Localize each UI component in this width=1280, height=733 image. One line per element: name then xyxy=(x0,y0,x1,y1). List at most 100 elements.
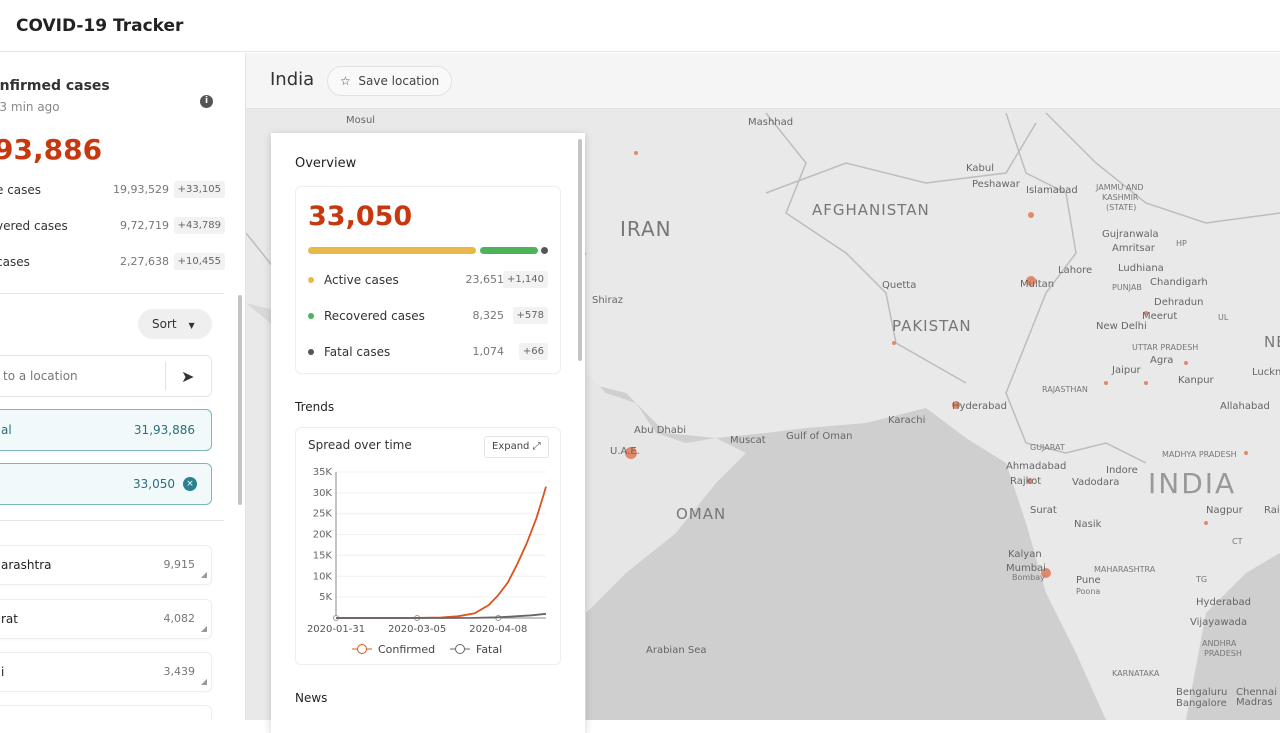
divider xyxy=(0,520,224,521)
case-dot[interactable] xyxy=(1027,478,1033,484)
map-label: OMAN xyxy=(676,505,727,523)
sort-button[interactable]: Sort ▼ xyxy=(138,309,212,339)
map-label: AFGHANISTAN xyxy=(812,201,930,219)
save-location-button[interactable]: ☆ Save location xyxy=(327,66,453,96)
location-value: 33,050 xyxy=(133,477,175,491)
list-item[interactable]: i 3,439 ◢ xyxy=(0,652,212,692)
case-dot[interactable] xyxy=(1144,381,1148,385)
map-label: Lahore xyxy=(1058,265,1093,276)
map-label: IRAN xyxy=(620,217,672,241)
row-label: Active cases xyxy=(324,273,399,287)
location-value: 31,93,886 xyxy=(133,423,195,437)
row-value: 19,93,529 xyxy=(113,183,169,196)
case-dot[interactable] xyxy=(1041,568,1051,578)
item-name: i xyxy=(1,665,5,679)
x-tick-label: 2020-01-31 xyxy=(307,624,365,635)
map-label: Bangalore xyxy=(1176,698,1227,709)
item-value: 4,082 xyxy=(163,612,196,625)
case-dot[interactable] xyxy=(1028,212,1034,218)
map-label: HP xyxy=(1176,239,1187,248)
map-label: INDIA xyxy=(1148,467,1237,500)
map-label: Quetta xyxy=(882,280,917,291)
summary-title: onfirmed cases xyxy=(0,78,110,94)
y-tick-label: 30K xyxy=(313,488,333,499)
map-label: MAHARASHTRA xyxy=(1094,565,1156,574)
scrollbar[interactable] xyxy=(578,139,582,361)
list-item[interactable] xyxy=(0,705,212,720)
map-label: (STATE) xyxy=(1106,203,1137,212)
map-label: Ahmadabad xyxy=(1006,461,1067,472)
active-dot xyxy=(308,277,314,283)
case-dot[interactable] xyxy=(892,341,896,345)
map-label: Peshawar xyxy=(972,179,1020,190)
case-dot[interactable] xyxy=(1244,451,1248,455)
map-label: UL xyxy=(1218,313,1229,322)
row-value: 1,074 xyxy=(472,345,505,358)
map-label: Nagpur xyxy=(1206,505,1243,516)
sort-label: Sort xyxy=(152,317,177,331)
info-icon[interactable]: i xyxy=(200,95,213,108)
map-label: Raipur xyxy=(1264,505,1280,516)
scrollbar[interactable] xyxy=(238,295,242,505)
map-label: RAJASTHAN xyxy=(1042,385,1088,394)
case-dot[interactable] xyxy=(625,447,637,459)
expand-button[interactable]: Expand ⤢ xyxy=(484,436,549,458)
case-dot[interactable] xyxy=(1184,361,1188,365)
x-tick-label: 2020-03-05 xyxy=(388,624,446,635)
map-label: Meerut xyxy=(1142,311,1178,322)
map-label: Kanpur xyxy=(1178,375,1214,386)
case-dot[interactable] xyxy=(1204,521,1208,525)
case-dot[interactable] xyxy=(634,151,638,155)
map-label: GUJARAT xyxy=(1030,443,1065,452)
y-tick-label: 5K xyxy=(319,592,332,603)
map-label: Kalyan xyxy=(1008,549,1042,560)
total-confirmed: 93,886 xyxy=(0,133,103,166)
summary-row-active: e cases 19,93,529 +33,105 xyxy=(0,181,225,201)
map-label: Gulf of Oman xyxy=(786,431,853,442)
location-bar: India ☆ Save location xyxy=(246,53,1280,109)
search-input[interactable]: to a location ➤ xyxy=(0,355,212,397)
selected-location-india[interactable]: 33,050 × xyxy=(0,463,212,505)
map-label: Multan xyxy=(1020,279,1055,290)
row-delta: +10,455 xyxy=(173,253,225,270)
map-label: Abu Dhabi xyxy=(634,425,686,436)
map-label: New Delhi xyxy=(1096,321,1147,332)
fatal-dot xyxy=(308,349,314,355)
map-label: Mosul xyxy=(346,115,376,126)
list-item[interactable]: arashtra 9,915 ◢ xyxy=(0,545,212,585)
y-tick-label: 15K xyxy=(313,550,333,561)
map-label: Lucknow xyxy=(1252,367,1280,378)
case-dot[interactable] xyxy=(1026,276,1036,286)
y-tick-label: 10K xyxy=(313,571,333,582)
map-label: Jaipur xyxy=(1112,365,1141,376)
overview-heading: Overview xyxy=(295,156,357,171)
case-dot[interactable] xyxy=(1104,381,1108,385)
map-label: Arabian Sea xyxy=(646,645,707,656)
map-label: UTTAR PRADESH xyxy=(1132,343,1199,352)
left-panel: onfirmed cases d 3 min ago i 93,886 e ca… xyxy=(0,53,246,720)
map-label: Surat xyxy=(1030,505,1057,516)
map-label: Chennai xyxy=(1236,687,1278,698)
divider xyxy=(0,293,224,294)
locate-arrow-icon[interactable]: ➤ xyxy=(181,367,195,386)
case-dot[interactable] xyxy=(1144,311,1148,315)
selected-location-global[interactable]: al 31,93,886 xyxy=(0,409,212,451)
map-label: Dehradun xyxy=(1154,297,1204,308)
map-label: NEPA xyxy=(1264,333,1280,351)
y-tick-label: 20K xyxy=(313,530,333,541)
list-item[interactable]: rat 4,082 ◢ xyxy=(0,599,212,639)
map-label: KARNATAKA xyxy=(1112,669,1160,678)
row-delta: +66 xyxy=(518,343,548,360)
row-label: Fatal cases xyxy=(324,345,391,359)
map-label: Shiraz xyxy=(592,295,623,306)
map-label: Pune xyxy=(1076,575,1101,586)
case-dot[interactable] xyxy=(952,401,960,409)
map-label: Allahabad xyxy=(1220,401,1270,412)
item-name: arashtra xyxy=(1,558,52,572)
map-label: Madras xyxy=(1236,697,1273,708)
location-name: al xyxy=(1,423,12,437)
overview-box: 33,050 Active cases 23,651 +1,140 Recove… xyxy=(295,186,561,374)
row-label: vered cases xyxy=(0,219,68,233)
clear-icon[interactable]: × xyxy=(183,477,197,491)
trend-icon: ◢ xyxy=(200,677,207,686)
